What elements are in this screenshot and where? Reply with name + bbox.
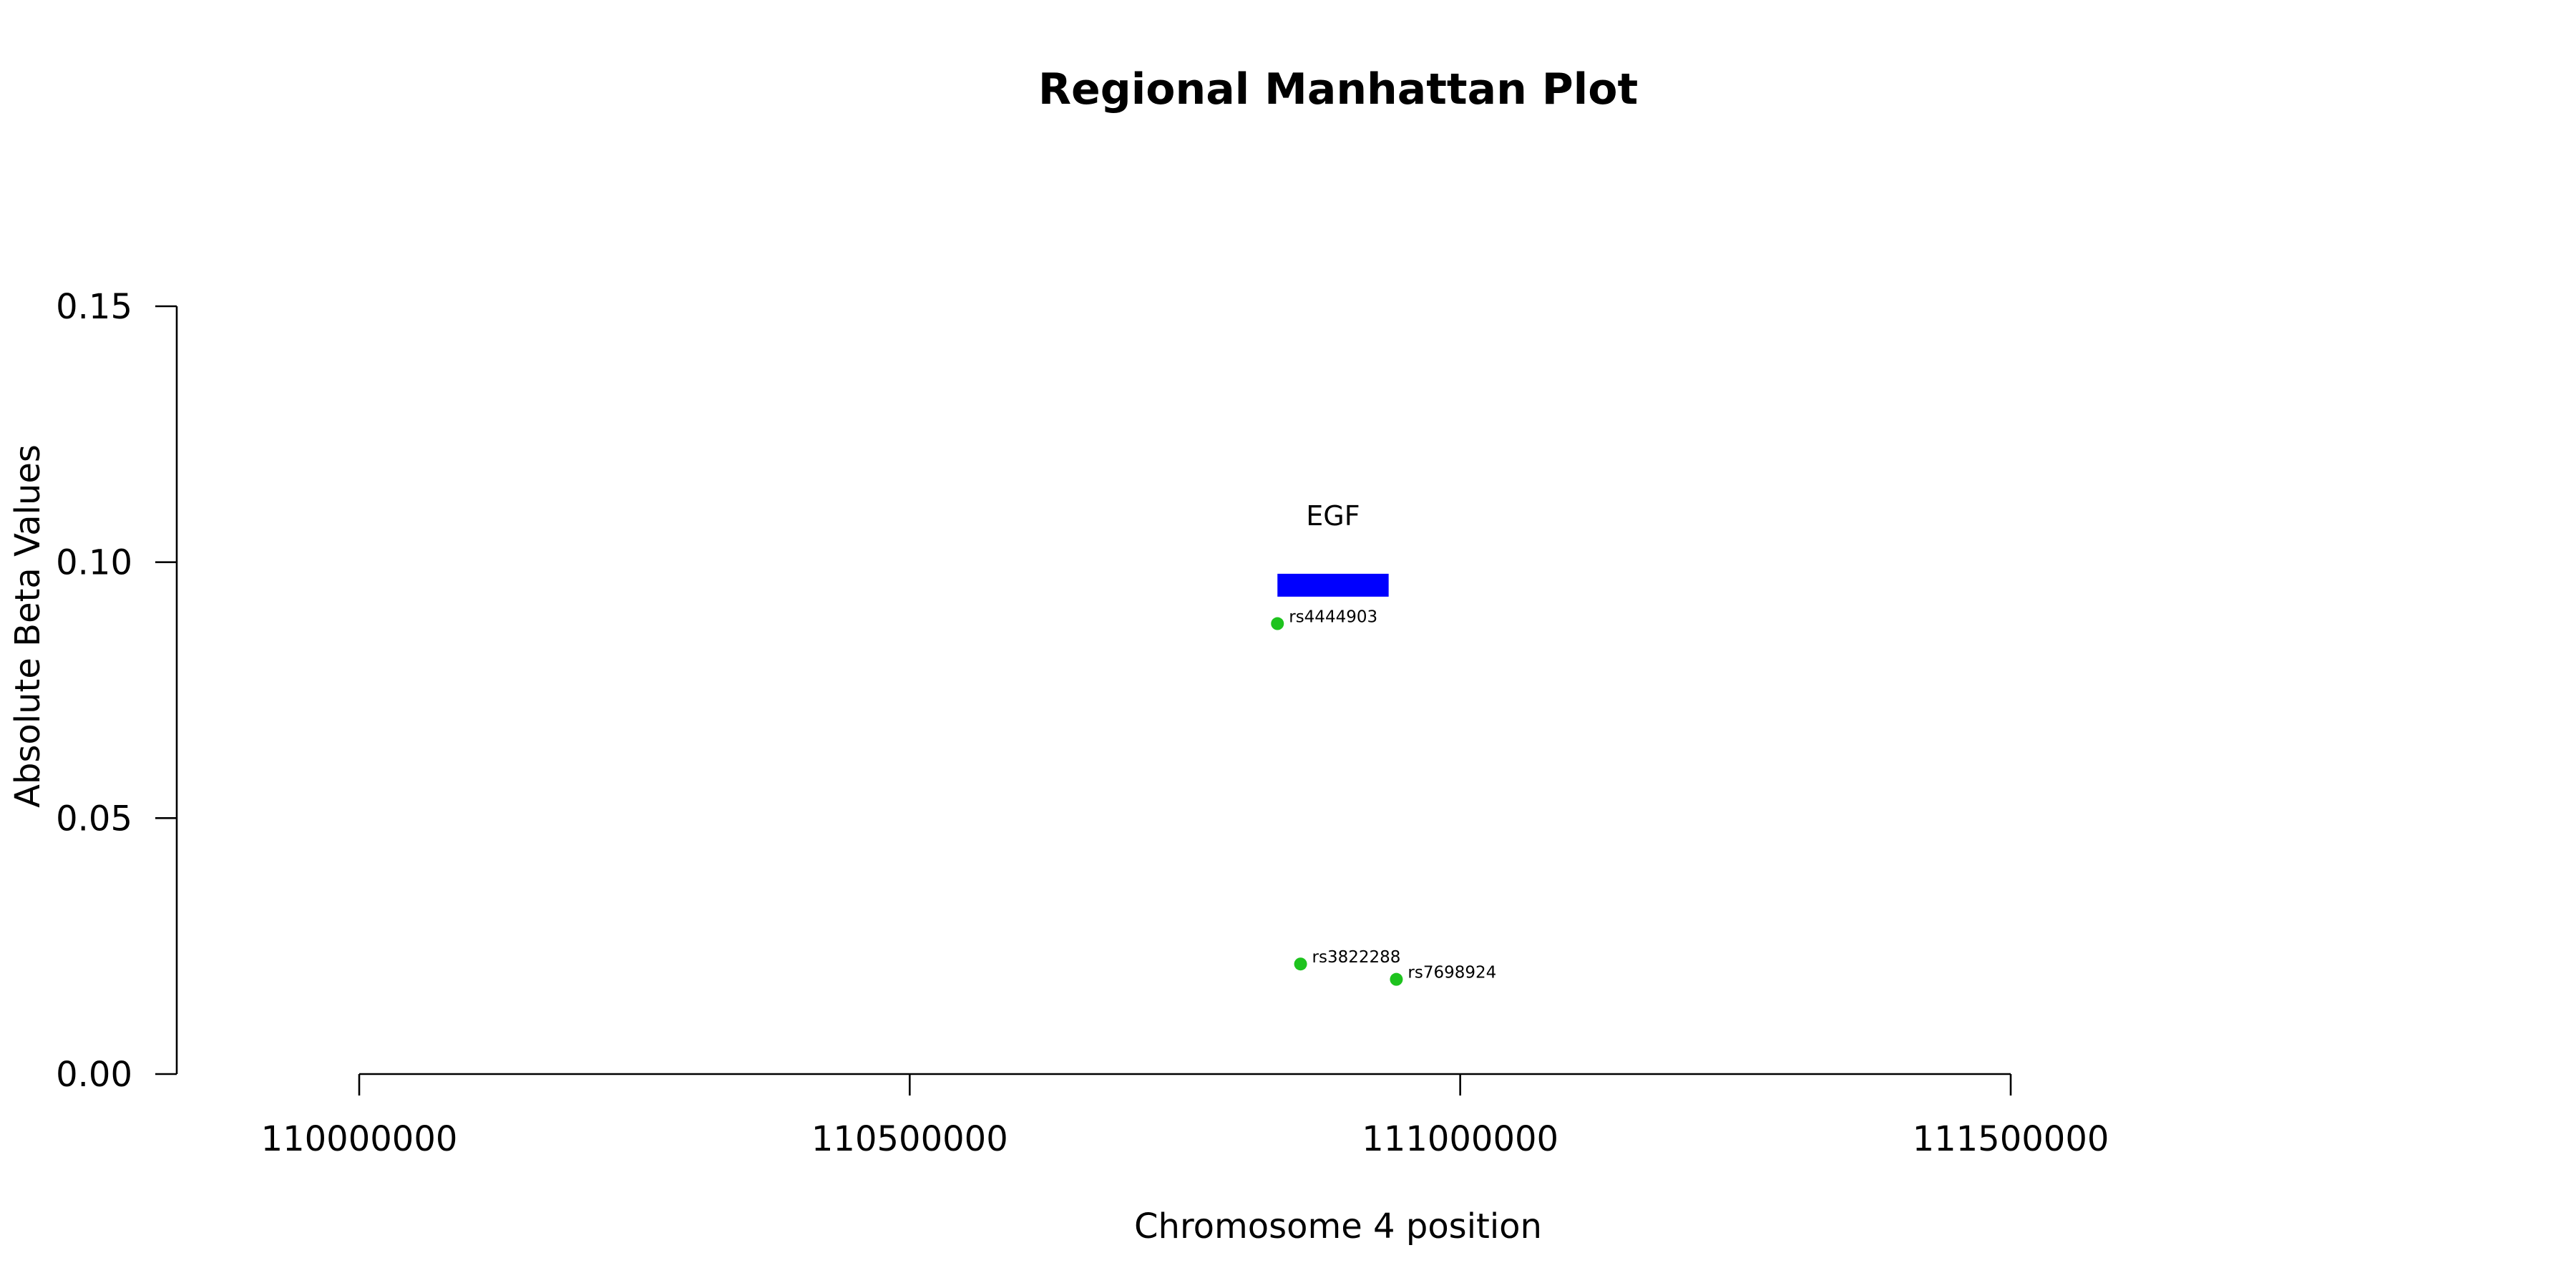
x-axis-title: Chromosome 4 position: [1134, 1206, 1542, 1246]
x-tick-label: 110000000: [261, 1119, 458, 1159]
snp-point: [1271, 617, 1284, 630]
snp-label: rs7698924: [1407, 964, 1496, 982]
x-tick-label: 111500000: [1913, 1119, 2109, 1159]
gene-label: EGF: [1306, 500, 1360, 532]
snp-point: [1294, 957, 1307, 971]
y-tick-label: 0.10: [56, 543, 132, 583]
y-tick-label: 0.15: [56, 287, 132, 327]
gene-track: EGF: [1277, 500, 1389, 597]
gene-bar: [1277, 573, 1389, 597]
y-axis: 0.00 0.05 0.10 0.15: [56, 287, 178, 1095]
snp-points: rs4444903 rs3822288 rs7698924: [1271, 608, 1496, 986]
snp-label: rs4444903: [1289, 608, 1377, 627]
snp-label: rs3822288: [1312, 948, 1401, 967]
y-tick-label: 0.00: [56, 1055, 132, 1095]
x-axis: 110000000 110500000 111000000 111500000: [261, 1073, 2109, 1159]
chart-title: Regional Manhattan Plot: [1038, 64, 1638, 114]
x-tick-label: 111000000: [1362, 1119, 1558, 1159]
x-tick-label: 110500000: [811, 1119, 1008, 1159]
y-tick-label: 0.05: [56, 799, 132, 839]
y-axis-title: Absolute Beta Values: [8, 444, 48, 808]
snp-point: [1390, 972, 1403, 986]
